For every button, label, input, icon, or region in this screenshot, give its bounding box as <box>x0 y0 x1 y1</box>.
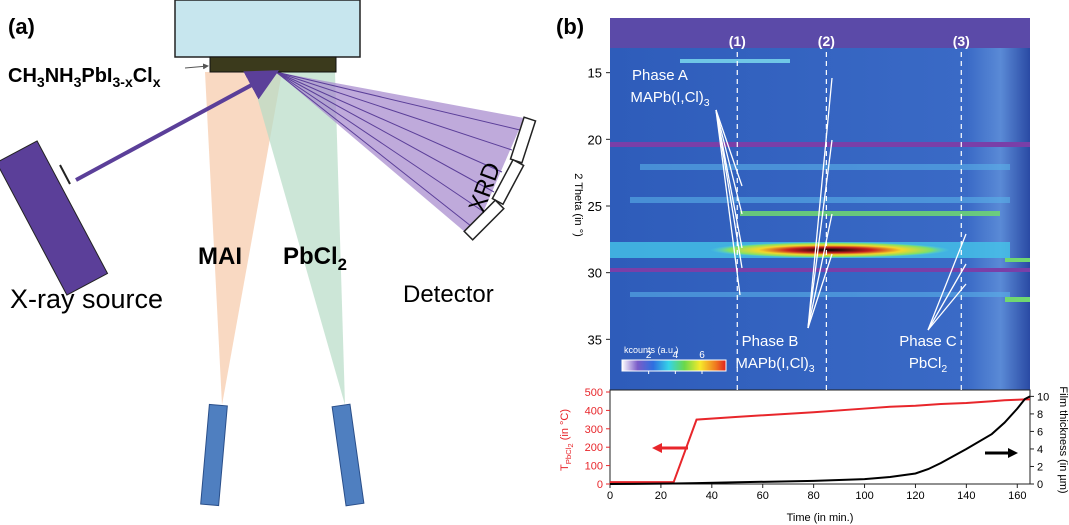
formula-part: 3 <box>37 74 45 90</box>
y2-tick-label: 4 <box>1037 444 1043 456</box>
formula-part: 3 <box>809 363 815 375</box>
panel-label: (b) <box>556 14 584 39</box>
formula-part: 3 <box>74 74 82 90</box>
formula-part: PbCl <box>909 355 942 372</box>
panel-b: (b) Phase A MAPb(I,Cl)3 Phase B MAPb <box>556 14 1069 524</box>
colorbar-tick-label: 2 <box>646 350 652 361</box>
xray-source-label: X-ray source <box>10 284 163 314</box>
y2-tick-label: 6 <box>1037 426 1043 438</box>
mai-cone <box>205 72 282 405</box>
series-line <box>609 395 1031 485</box>
label-part: T <box>559 464 571 471</box>
xray-beam <box>75 70 280 182</box>
phase-formula: MAPb(I,Cl)3 <box>735 355 814 375</box>
crucibles <box>200 403 365 507</box>
x-tick-label: 160 <box>1008 490 1026 502</box>
formula-arrow <box>184 63 209 70</box>
colorbar <box>621 359 727 372</box>
y-tick-label: 0 <box>597 479 603 491</box>
y2-tick-label: 0 <box>1037 479 1043 491</box>
colorbar-tick-label: 4 <box>673 350 679 361</box>
formula-part: NH <box>45 65 74 87</box>
x-axis-label: Time (in min.) <box>787 512 854 524</box>
formula-part: 3-x <box>113 74 133 90</box>
plot-area <box>609 389 1031 485</box>
phase-name: Phase A <box>632 67 688 84</box>
formula: CH3NH3PbI3-xClx <box>8 65 161 90</box>
y-tick-label: 100 <box>585 461 603 473</box>
x-tick-label: 20 <box>655 490 667 502</box>
phase-leaders <box>715 77 967 331</box>
source-label: MAI <box>198 243 242 270</box>
phase-name: Phase B <box>742 333 799 350</box>
y-tick-label: 400 <box>585 405 603 417</box>
y-tick-label: 15 <box>588 66 602 81</box>
x-tick-label: 80 <box>808 490 820 502</box>
y-axis-label: 2 Theta (in °) <box>572 173 584 237</box>
label-part: PbCl <box>564 447 573 464</box>
xray-source-box <box>0 140 109 296</box>
detector-plates <box>463 116 537 241</box>
formula-part: 3 <box>704 97 710 109</box>
y2-tick-label: 10 <box>1037 391 1049 403</box>
xrd-rays <box>275 71 521 231</box>
panel-label: (a) <box>8 14 35 39</box>
axis-arrow-head <box>652 443 662 453</box>
panel-a: (a) CH3NH3PbI3-xClx XRD MAI PbCl2 X-ray … <box>0 0 537 507</box>
phase-labels: Phase A MAPb(I,Cl)3 Phase B MAPb(I,Cl)3 … <box>630 67 957 375</box>
heatmap-band <box>610 18 1030 48</box>
y-tick-label: 20 <box>588 132 602 147</box>
x-tick-label: 60 <box>757 490 769 502</box>
y2-axis-label: Film thickness (in µm) <box>1057 386 1069 493</box>
source-label: PbCl2 <box>283 243 347 274</box>
series-line <box>610 398 1030 484</box>
formula-part: MAPb(I,Cl) <box>735 355 808 372</box>
label-part: 2 <box>566 443 575 447</box>
axis-arrow-head <box>1008 448 1018 458</box>
y-tick-label: 25 <box>588 199 602 214</box>
y2-tick-label: 2 <box>1037 461 1043 473</box>
formula-part: PbCl <box>283 243 338 270</box>
beam-slit <box>59 164 71 185</box>
pbcl2-cone <box>250 72 345 405</box>
phase-name: Phase C <box>899 333 957 350</box>
x-tick-label: 140 <box>957 490 975 502</box>
label-part: (in °C) <box>559 409 571 443</box>
colorbar-tick-label: 6 <box>699 350 705 361</box>
x-tick-label: 0 <box>607 490 613 502</box>
y-tick-label: 500 <box>585 387 603 399</box>
formula-part: 2 <box>338 255 347 274</box>
x-tick-label: 100 <box>855 490 873 502</box>
formula-part: CH <box>8 65 37 87</box>
sample <box>209 56 337 73</box>
detector-label: Detector <box>403 281 494 308</box>
phase-formula: PbCl2 <box>909 355 948 375</box>
marker-label: (3) <box>953 33 970 49</box>
substrate-holder <box>174 0 361 58</box>
marker-label: (2) <box>818 33 835 49</box>
x-tick-label: 40 <box>706 490 718 502</box>
formula-part: 2 <box>941 363 947 375</box>
phase-formula: MAPb(I,Cl)3 <box>630 89 709 109</box>
formula-part: Cl <box>133 65 153 87</box>
x-tick-label: 120 <box>906 490 924 502</box>
y2-tick-label: 8 <box>1037 409 1043 421</box>
formula-part: x <box>153 74 161 90</box>
marker-label: (1) <box>729 33 746 49</box>
y-axis-label: TPbCl2 (in °C) <box>559 409 575 471</box>
formula-part: MAPb(I,Cl) <box>630 89 703 106</box>
formula-part: PbI <box>81 65 112 87</box>
colorbar-label: kcounts (a.u.) <box>624 345 679 355</box>
y-tick-label: 30 <box>588 266 602 281</box>
y-tick-label: 300 <box>585 424 603 436</box>
y-tick-label: 35 <box>588 332 602 347</box>
y-tick-label: 200 <box>585 442 603 454</box>
